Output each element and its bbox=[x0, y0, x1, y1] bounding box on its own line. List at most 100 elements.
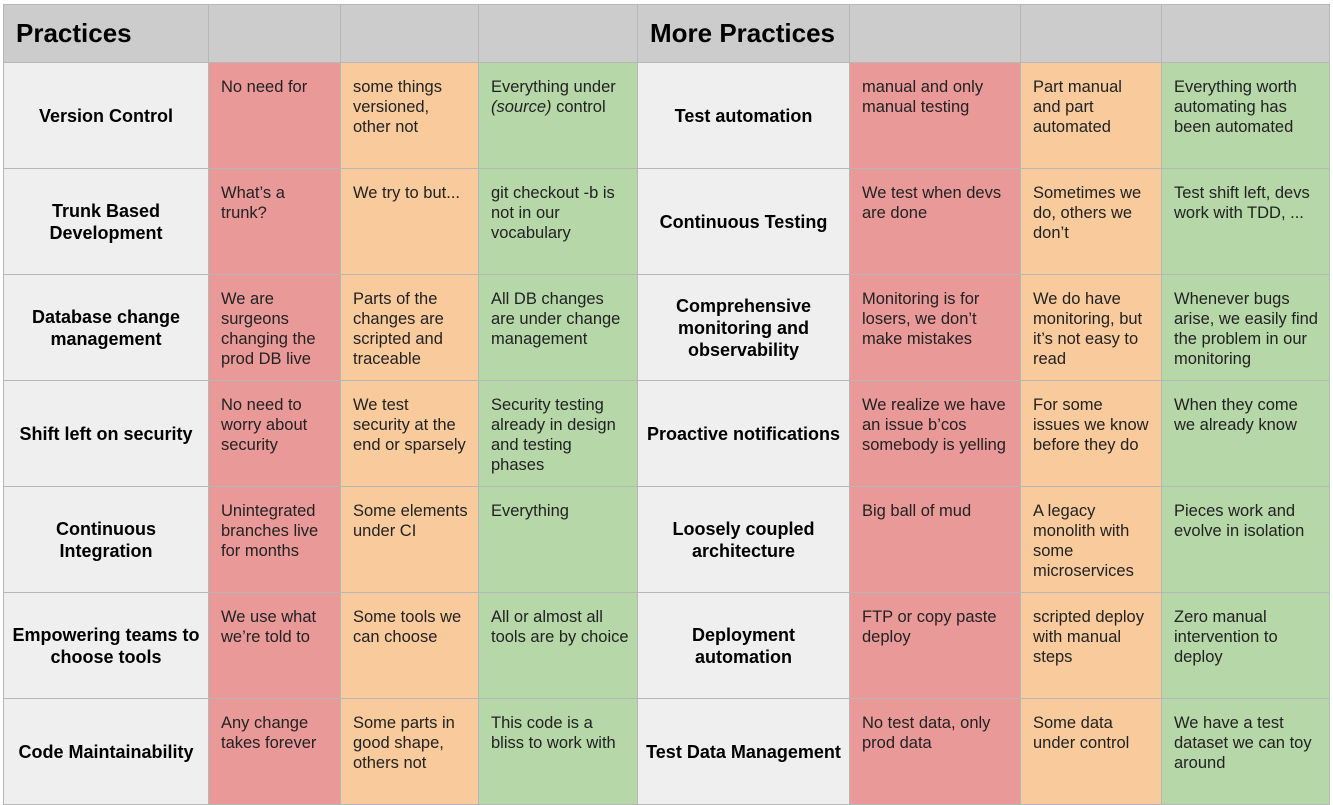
practice-name-cell[interactable]: Empowering teams to choose tools bbox=[3, 592, 209, 699]
table-row: Version Control No need for some things … bbox=[3, 62, 1330, 169]
practice-name-cell[interactable]: Deployment automation bbox=[637, 592, 850, 699]
low-maturity-cell[interactable]: Unintegrated branches live for months bbox=[208, 486, 341, 593]
high-maturity-cell[interactable]: Everything worth automating has been aut… bbox=[1161, 62, 1330, 169]
mid-maturity-cell[interactable]: For some issues we know before they do bbox=[1020, 380, 1162, 487]
table-row: Shift left on security No need to worry … bbox=[3, 380, 1330, 487]
practice-name-cell[interactable]: Trunk Based Development bbox=[3, 168, 209, 275]
cell-text: All DB changes are under change manageme… bbox=[491, 290, 621, 348]
table-row: Code Maintainability Any change takes fo… bbox=[3, 698, 1330, 805]
mid-maturity-cell[interactable]: We test security at the end or sparsely bbox=[340, 380, 479, 487]
mid-maturity-cell[interactable]: Parts of the changes are scripted and tr… bbox=[340, 274, 479, 381]
header-empty-cell[interactable] bbox=[1020, 4, 1162, 63]
cell-text: No need for bbox=[221, 78, 308, 96]
practice-name-cell[interactable]: Code Maintainability bbox=[3, 698, 209, 805]
low-maturity-cell[interactable]: Monitoring is for losers, we don’t make … bbox=[849, 274, 1021, 381]
high-maturity-cell[interactable]: Zero manual intervention to deploy bbox=[1161, 592, 1330, 699]
practices-table: Practices More Practices Version Control… bbox=[3, 4, 1330, 805]
low-maturity-cell[interactable]: We test when devs are done bbox=[849, 168, 1021, 275]
low-maturity-cell[interactable]: We are surgeons changing the prod DB liv… bbox=[208, 274, 341, 381]
low-maturity-cell[interactable]: Big ball of mud bbox=[849, 486, 1021, 593]
practice-name-cell[interactable]: Loosely coupled architecture bbox=[637, 486, 850, 593]
cell-text: We have a test dataset we can toy around bbox=[1174, 714, 1312, 772]
high-maturity-cell[interactable]: Test shift left, devs work with TDD, ... bbox=[1161, 168, 1330, 275]
practice-name-cell[interactable]: Continuous Integration bbox=[3, 486, 209, 593]
low-maturity-cell[interactable]: We use what we’re told to bbox=[208, 592, 341, 699]
cell-text: Zero manual intervention to deploy bbox=[1174, 608, 1278, 666]
high-maturity-cell[interactable]: This code is a bliss to work with bbox=[478, 698, 638, 805]
practice-name-cell[interactable]: Continuous Testing bbox=[637, 168, 850, 275]
high-maturity-cell[interactable]: git checkout -b is not in our vocabulary bbox=[478, 168, 638, 275]
low-maturity-cell[interactable]: manual and only manual testing bbox=[849, 62, 1021, 169]
cell-text: manual and only manual testing bbox=[862, 78, 984, 116]
high-maturity-cell[interactable]: Whenever bugs arise, we easily find the … bbox=[1161, 274, 1330, 381]
cell-text-emphasis: (source) bbox=[491, 98, 552, 116]
header-practices-title: Practices bbox=[16, 18, 132, 48]
mid-maturity-cell[interactable]: Some parts in good shape, others not bbox=[340, 698, 479, 805]
low-maturity-cell[interactable]: No need for bbox=[208, 62, 341, 169]
header-empty-cell[interactable] bbox=[340, 4, 479, 63]
practice-name-cell[interactable]: Comprehensive monitoring and observabili… bbox=[637, 274, 850, 381]
high-maturity-cell[interactable]: When they come we already know bbox=[1161, 380, 1330, 487]
cell-text: We test when devs are done bbox=[862, 184, 1002, 222]
cell-text: scripted deploy with manual steps bbox=[1033, 608, 1144, 666]
cell-text: Security testing already in design and t… bbox=[491, 396, 616, 474]
low-maturity-cell[interactable]: No need to worry about security bbox=[208, 380, 341, 487]
table-row: Empowering teams to choose tools We use … bbox=[3, 592, 1330, 699]
cell-text: For some issues we know before they do bbox=[1033, 396, 1149, 454]
high-maturity-cell[interactable]: Pieces work and evolve in isolation bbox=[1161, 486, 1330, 593]
table-row: Database change management We are surgeo… bbox=[3, 274, 1330, 381]
practice-name-cell[interactable]: Database change management bbox=[3, 274, 209, 381]
high-maturity-cell[interactable]: All DB changes are under change manageme… bbox=[478, 274, 638, 381]
low-maturity-cell[interactable]: We realize we have an issue b’cos somebo… bbox=[849, 380, 1021, 487]
mid-maturity-cell[interactable]: scripted deploy with manual steps bbox=[1020, 592, 1162, 699]
cell-text: Whenever bugs arise, we easily find the … bbox=[1174, 290, 1318, 368]
header-empty-cell[interactable] bbox=[208, 4, 341, 63]
header-empty-cell[interactable] bbox=[1161, 4, 1330, 63]
cell-text: Everything under (source) control bbox=[480, 64, 637, 118]
practice-name-cell[interactable]: Shift left on security bbox=[3, 380, 209, 487]
cell-text-part: control bbox=[551, 98, 606, 116]
cell-text: Everything bbox=[491, 502, 569, 520]
cell-text: Some parts in good shape, others not bbox=[353, 714, 455, 772]
high-maturity-cell[interactable]: Everything under (source) control bbox=[478, 62, 638, 169]
cell-text: We use what we’re told to bbox=[221, 608, 317, 646]
low-maturity-cell[interactable]: No test data, only prod data bbox=[849, 698, 1021, 805]
header-practices-cell[interactable]: Practices bbox=[3, 4, 209, 63]
header-empty-cell[interactable] bbox=[478, 4, 638, 63]
header-empty-cell[interactable] bbox=[849, 4, 1021, 63]
mid-maturity-cell[interactable]: Some tools we can choose bbox=[340, 592, 479, 699]
table-row: Continuous Integration Unintegrated bran… bbox=[3, 486, 1330, 593]
high-maturity-cell[interactable]: We have a test dataset we can toy around bbox=[1161, 698, 1330, 805]
mid-maturity-cell[interactable]: We try to but... bbox=[340, 168, 479, 275]
mid-maturity-cell[interactable]: A legacy monolith with some microservice… bbox=[1020, 486, 1162, 593]
practice-name-cell[interactable]: Test automation bbox=[637, 62, 850, 169]
high-maturity-cell[interactable]: All or almost all tools are by choice bbox=[478, 592, 638, 699]
mid-maturity-cell[interactable]: some things versioned, other not bbox=[340, 62, 479, 169]
header-more-practices-cell[interactable]: More Practices bbox=[637, 4, 850, 63]
mid-maturity-cell[interactable]: Sometimes we do, others we don’t bbox=[1020, 168, 1162, 275]
cell-text: Any change takes forever bbox=[221, 714, 317, 752]
practice-name-cell[interactable]: Version Control bbox=[3, 62, 209, 169]
cell-text: Everything worth automating has been aut… bbox=[1174, 78, 1297, 136]
high-maturity-cell[interactable]: Everything bbox=[478, 486, 638, 593]
cell-text: No need to worry about security bbox=[221, 396, 308, 454]
low-maturity-cell[interactable]: FTP or copy paste deploy bbox=[849, 592, 1021, 699]
low-maturity-cell[interactable]: What’s a trunk? bbox=[208, 168, 341, 275]
cell-text: Unintegrated branches live for months bbox=[221, 502, 319, 560]
practices-sheet: Practices More Practices Version Control… bbox=[3, 4, 1330, 805]
low-maturity-cell[interactable]: Any change takes forever bbox=[208, 698, 341, 805]
cell-text: We try to but... bbox=[353, 184, 460, 202]
cell-text: We realize we have an issue b’cos somebo… bbox=[862, 396, 1006, 454]
mid-maturity-cell[interactable]: Some elements under CI bbox=[340, 486, 479, 593]
cell-text: Test shift left, devs work with TDD, ... bbox=[1174, 184, 1310, 222]
mid-maturity-cell[interactable]: We do have monitoring, but it’s not easy… bbox=[1020, 274, 1162, 381]
practice-name-cell[interactable]: Proactive notifications bbox=[637, 380, 850, 487]
high-maturity-cell[interactable]: Security testing already in design and t… bbox=[478, 380, 638, 487]
cell-text: Big ball of mud bbox=[862, 502, 972, 520]
practice-name-cell[interactable]: Test Data Management bbox=[637, 698, 850, 805]
mid-maturity-cell[interactable]: Some data under control bbox=[1020, 698, 1162, 805]
cell-text: This code is a bliss to work with bbox=[491, 714, 616, 752]
cell-text: We are surgeons changing the prod DB liv… bbox=[221, 290, 316, 368]
mid-maturity-cell[interactable]: Part manual and part automated bbox=[1020, 62, 1162, 169]
cell-text: Part manual and part automated bbox=[1033, 78, 1122, 136]
